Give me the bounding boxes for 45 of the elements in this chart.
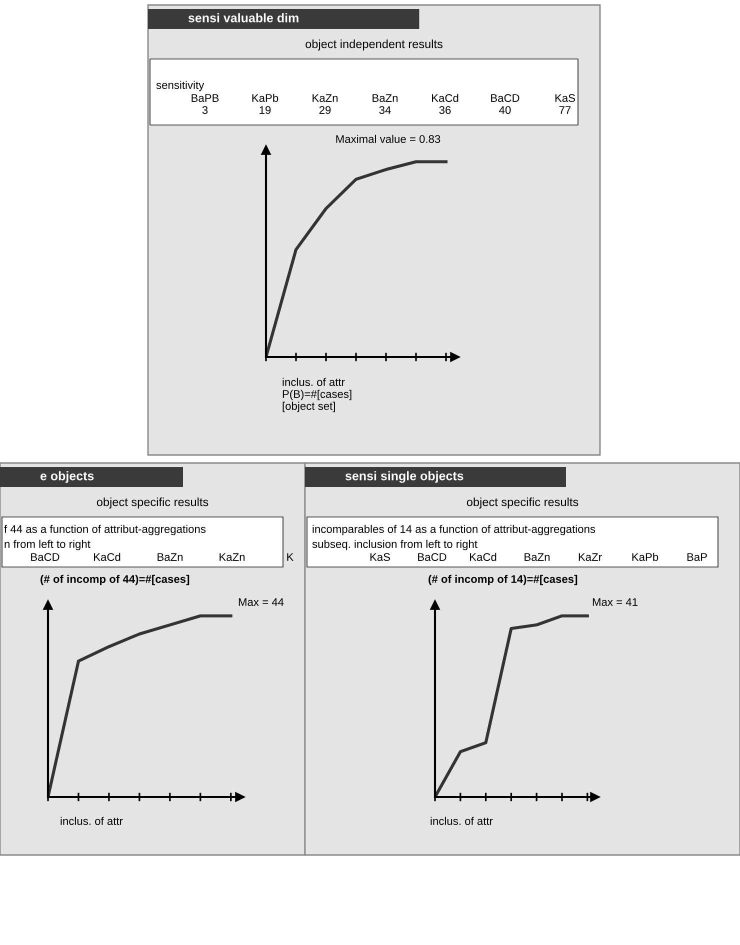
chart-subtitle: object specific results [96, 497, 208, 508]
text: 40 [499, 106, 511, 114]
text: 29 [319, 106, 331, 114]
text: KaCd [94, 552, 120, 561]
text: 77 [559, 106, 571, 114]
text: Max = 44 [238, 598, 284, 606]
text: BaZn [372, 94, 398, 102]
y-axis-title: (# of incomp of 14)=#[cases] [428, 574, 578, 586]
chart-title: sensi single objects [345, 471, 464, 483]
y-axis-title: (# of incomp of 44)=#[cases] [40, 574, 190, 586]
chart-title: e objects [40, 471, 94, 483]
x-axis-title: inclus. of attr [430, 816, 493, 825]
text: KaS [555, 94, 575, 102]
text: incomparables of 14 as a function of attribut-aggregations [312, 524, 596, 536]
text: KaPb [632, 552, 658, 561]
text: sensitivity [156, 80, 204, 92]
text: f 44 as a function of attribut-aggregations [4, 524, 206, 536]
x-axis-title: inclus. of attr [60, 816, 123, 825]
text: KaZn [220, 553, 245, 561]
chart-title: sensi valuable dim [188, 13, 298, 22]
text: KaZr [578, 553, 602, 561]
text: 3 [202, 106, 208, 114]
text: 36 [439, 106, 451, 114]
text: subseq. inclusion from left to right [312, 540, 478, 550]
text: BaPB [192, 94, 219, 102]
text: KaCd [470, 552, 496, 561]
text: BaP [687, 553, 707, 561]
text: KaCd [432, 94, 458, 102]
chart-subtitle: object specific results [466, 497, 578, 508]
text: KaPb [252, 94, 278, 102]
text: Max = 41 [592, 598, 638, 606]
text: BaCD [31, 553, 60, 561]
text: BaCD [491, 94, 520, 102]
text: BaZn [524, 553, 550, 561]
text: BaCD [418, 553, 446, 561]
text: 19 [260, 106, 271, 114]
text: Maximal value = 0.83 [336, 134, 440, 143]
x-axis-title: inclus. of attr P(B)=#[cases] [object set] [282, 378, 352, 412]
text: 34 [379, 106, 391, 114]
text: K [287, 553, 294, 561]
text: KaS [370, 553, 390, 561]
text: n from left to right [4, 540, 90, 550]
text: KaZn [312, 94, 338, 102]
text: BaZn [158, 553, 183, 561]
chart-subtitle: object independent results [306, 40, 442, 50]
